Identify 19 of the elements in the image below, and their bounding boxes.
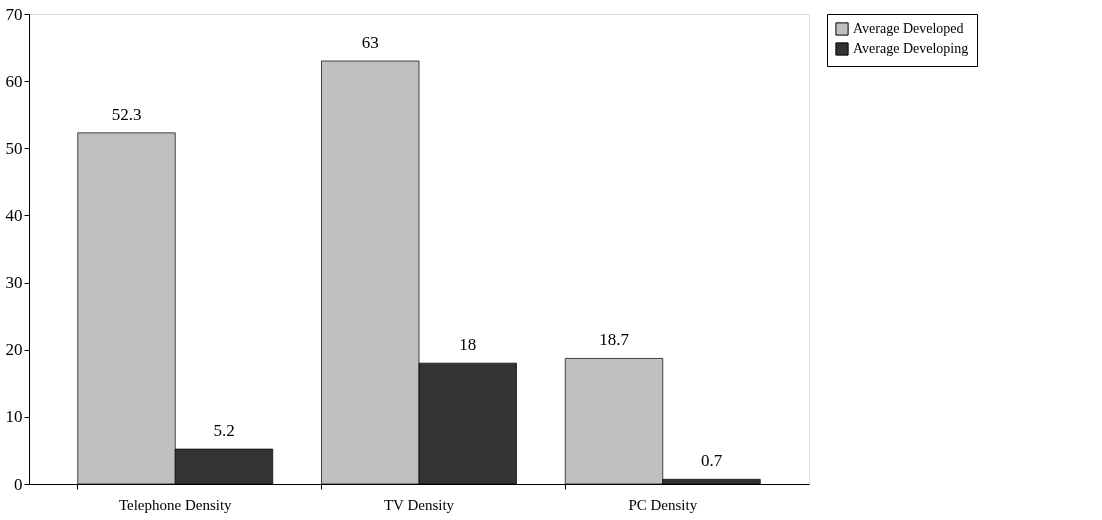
y-tick-label: 70 — [5, 4, 23, 24]
y-tick-label: 50 — [5, 138, 23, 158]
y-tick-label: 60 — [5, 71, 23, 91]
y-tick-label: 40 — [5, 205, 23, 225]
data-label: 0.7 — [700, 451, 723, 471]
y-tick-label: 10 — [5, 407, 23, 427]
data-label: 5.2 — [213, 421, 235, 441]
legend-label: Average Developed — [853, 21, 964, 36]
data-label: 52.3 — [111, 104, 142, 124]
data-label: 18 — [459, 335, 477, 355]
data-label: 18.7 — [599, 330, 630, 350]
y-tick-label: 20 — [5, 340, 23, 360]
legend-label: Average Developing — [853, 41, 969, 56]
x-tick-label: Telephone Density — [118, 496, 233, 513]
data-label: 63 — [361, 33, 379, 52]
y-tick-label: 0 — [14, 474, 23, 494]
x-tick-label: TV Density — [383, 496, 455, 513]
x-tick-label: PC Density — [628, 496, 698, 513]
y-tick-label: 30 — [5, 273, 23, 293]
